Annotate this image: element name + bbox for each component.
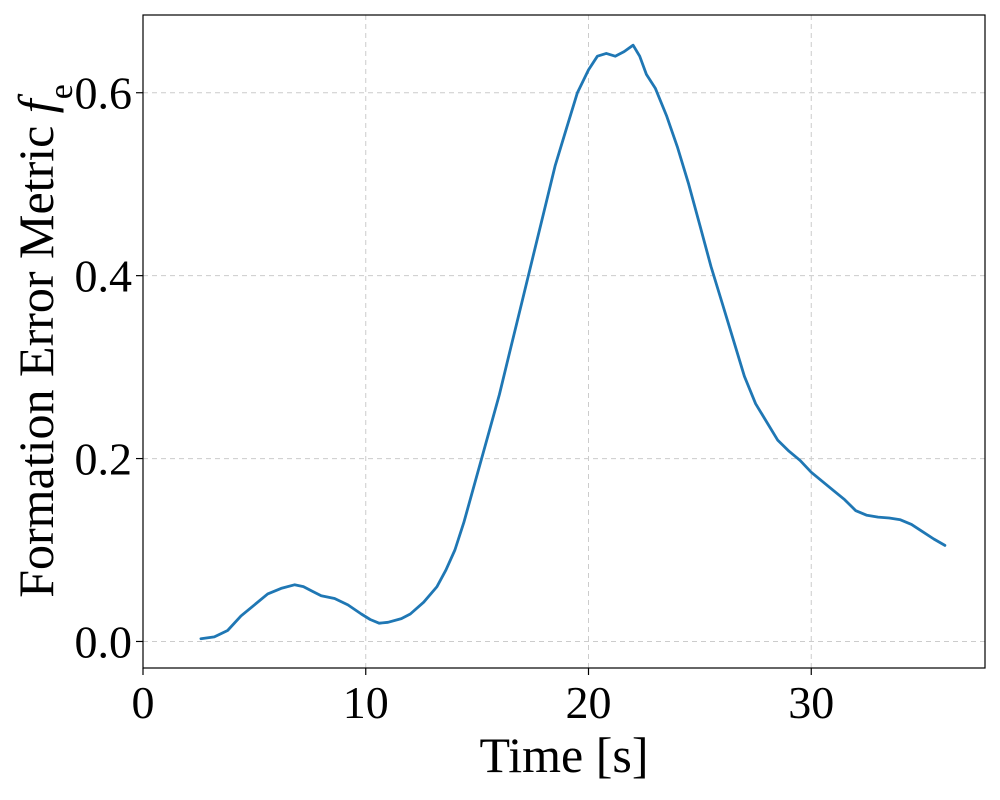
x-tick-label: 30	[788, 677, 834, 728]
y-tick-label: 0.2	[75, 434, 133, 485]
x-tick-label: 10	[343, 677, 389, 728]
x-axis-label: Time [s]	[479, 727, 648, 783]
y-axis-label-subscript: e	[43, 84, 80, 99]
y-tick-label: 0.0	[75, 616, 133, 667]
x-axis: 0 10 20 30	[132, 668, 834, 728]
y-axis-label-text: Formation Error Metric	[8, 113, 64, 598]
y-tick-label: 0.6	[75, 68, 133, 119]
x-tick-label: 20	[566, 677, 612, 728]
series-line	[199, 43, 947, 641]
y-axis-label: Formation Error Metric fe	[8, 84, 80, 598]
grid-lines	[142, 15, 985, 668]
x-tick-label: 0	[132, 677, 155, 728]
y-axis: 0.0 0.2 0.4 0.6	[75, 68, 143, 667]
plot-frame	[142, 14, 986, 669]
y-tick-label: 0.4	[75, 251, 133, 302]
